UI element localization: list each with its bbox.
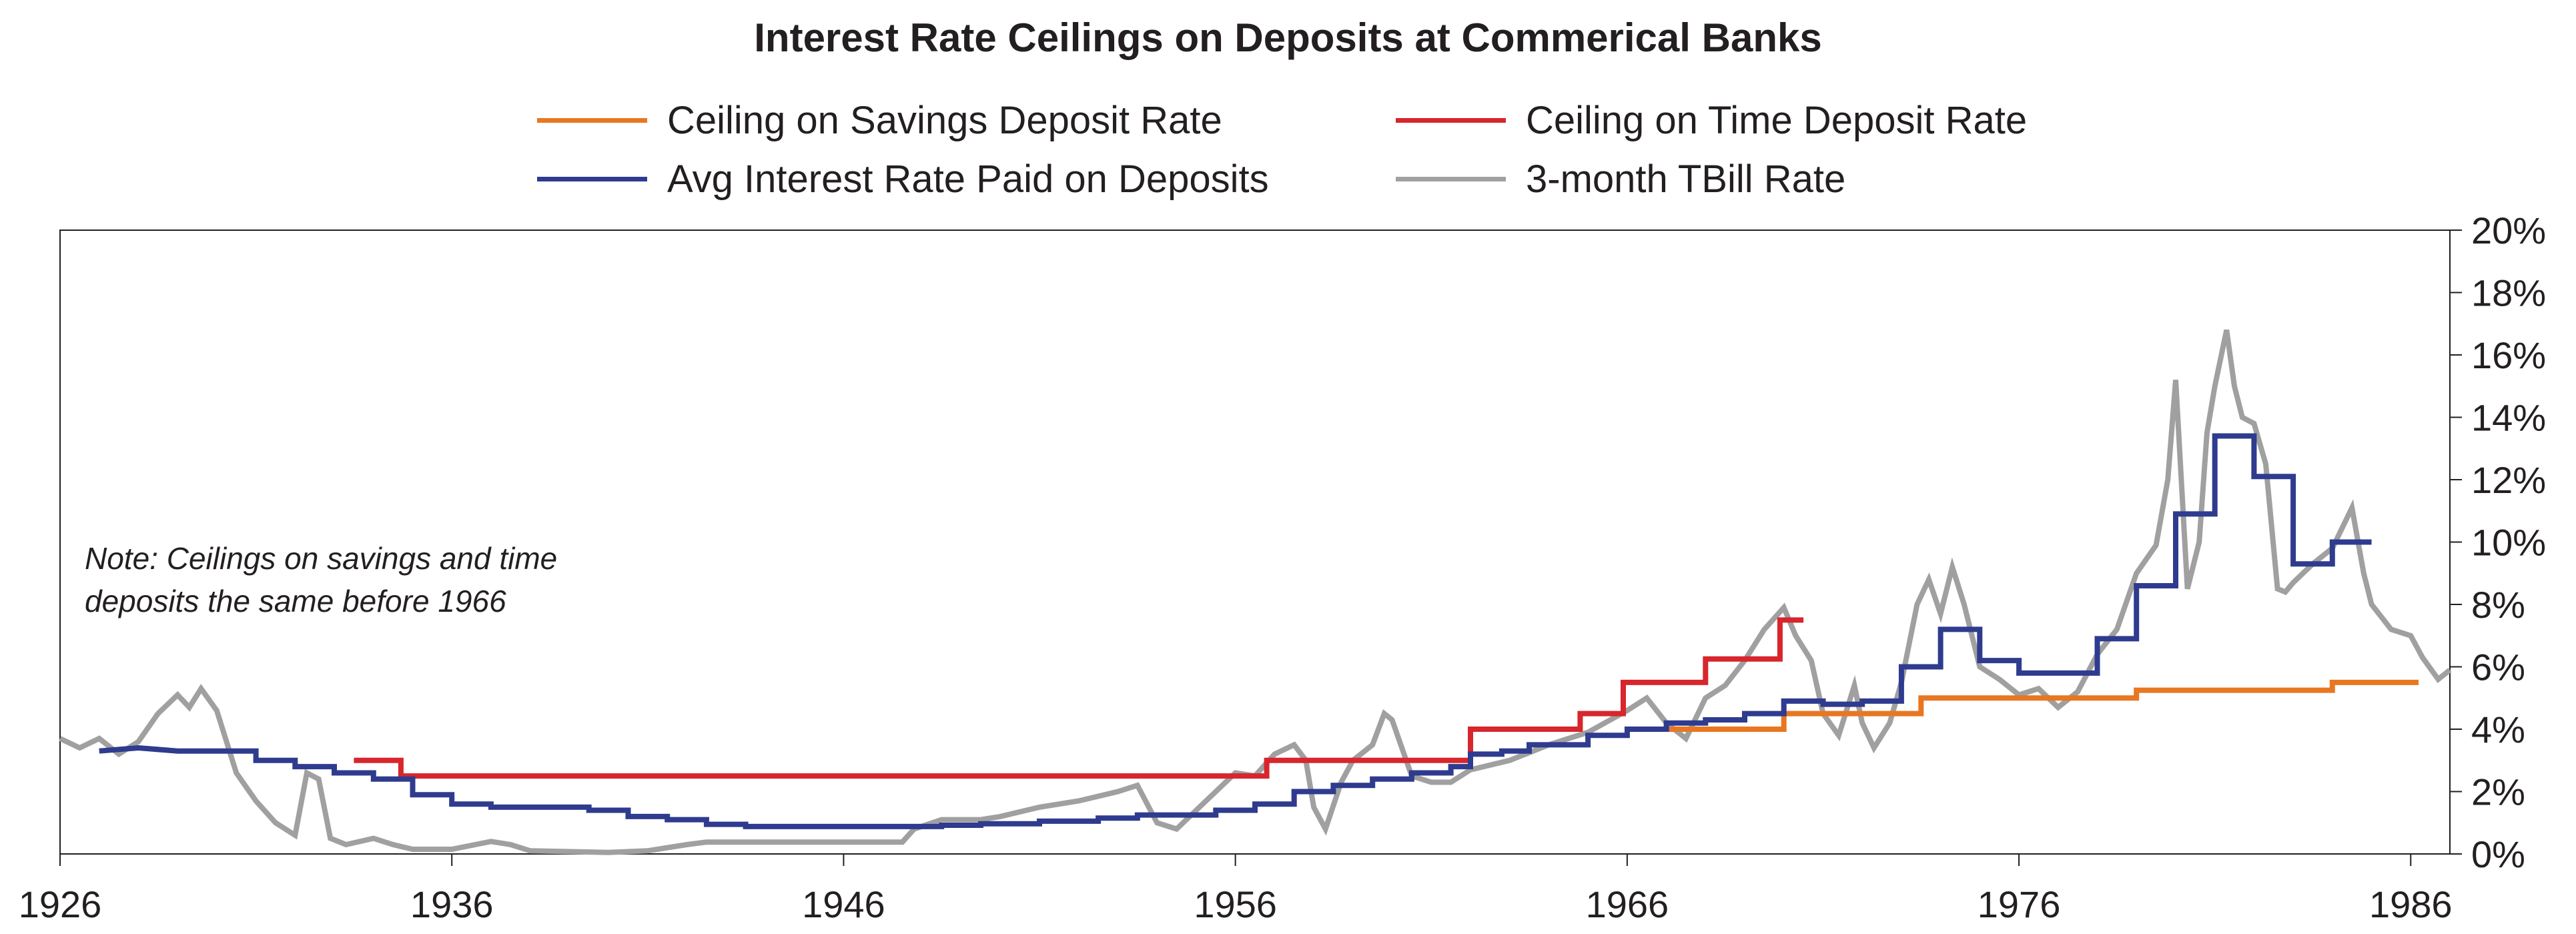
x-tick-label-1976: 1976 xyxy=(1978,883,2061,925)
y-tick-label-6: 6% xyxy=(2471,646,2525,688)
legend-label-savings-ceiling: Ceiling on Savings Deposit Rate xyxy=(667,98,1222,142)
x-axis-ticks: 1926 1936 1946 1956 1966 1976 1986 xyxy=(19,854,2453,925)
x-tick-label-1956: 1956 xyxy=(1194,883,1277,925)
series-lines xyxy=(59,329,2452,855)
y-tick-label-4: 4% xyxy=(2471,709,2525,751)
chart-note-line-2: deposits the same before 1966 xyxy=(85,584,506,618)
legend-swatch-time-ceiling xyxy=(1396,117,1506,123)
y-tick-label-2: 2% xyxy=(2471,771,2525,813)
x-tick-label-1936: 1936 xyxy=(410,883,494,925)
series-line-ceiling-on-savings-deposit-rate xyxy=(1627,679,2419,732)
y-tick-label-10: 10% xyxy=(2471,522,2546,564)
chart-note: Note: Ceilings on savings and time depos… xyxy=(85,537,557,622)
x-tick-label-1946: 1946 xyxy=(802,883,885,925)
y-tick-label-12: 12% xyxy=(2471,459,2546,501)
y-tick-label-14: 14% xyxy=(2471,397,2546,439)
series-line-avg-interest-rate-paid-on-deposits xyxy=(99,433,2372,829)
chart-note-line-1: Note: Ceilings on savings and time xyxy=(85,541,558,576)
legend-item-avg-rate: Avg Interest Rate Paid on Deposits xyxy=(537,152,1269,205)
y-tick-label-18: 18% xyxy=(2471,272,2546,314)
legend-label-tbill: 3-month TBill Rate xyxy=(1526,157,1846,201)
legend-label-avg-rate: Avg Interest Rate Paid on Deposits xyxy=(667,157,1269,201)
legend: Ceiling on Savings Deposit Rate Ceiling … xyxy=(0,0,2576,213)
y-tick-label-0: 0% xyxy=(2471,833,2525,875)
legend-item-tbill: 3-month TBill Rate xyxy=(1396,152,1845,205)
legend-swatch-avg-rate xyxy=(537,176,647,181)
series-line-ceiling-on-time-deposit-rate xyxy=(354,617,1804,779)
y-tick-label-20: 20% xyxy=(2471,209,2546,252)
x-tick-label-1966: 1966 xyxy=(1586,883,1669,925)
legend-item-time-ceiling: Ceiling on Time Deposit Rate xyxy=(1396,93,2027,147)
x-tick-label-1926: 1926 xyxy=(19,883,102,925)
y-tick-label-16: 16% xyxy=(2471,334,2546,376)
legend-swatch-savings-ceiling xyxy=(537,117,647,123)
chart-title: Interest Rate Ceilings on Deposits at Co… xyxy=(754,15,1822,60)
y-tick-label-8: 8% xyxy=(2471,584,2525,626)
x-tick-label-1986: 1986 xyxy=(2369,883,2453,925)
legend-label-time-ceiling: Ceiling on Time Deposit Rate xyxy=(1526,98,2028,142)
legend-swatch-tbill xyxy=(1396,176,1506,181)
legend-item-savings-ceiling: Ceiling on Savings Deposit Rate xyxy=(537,93,1222,147)
y-axis-ticks: 0% 2% 4% 6% 8% 10% 12% 14% 16% 18% 20% xyxy=(2450,209,2546,875)
